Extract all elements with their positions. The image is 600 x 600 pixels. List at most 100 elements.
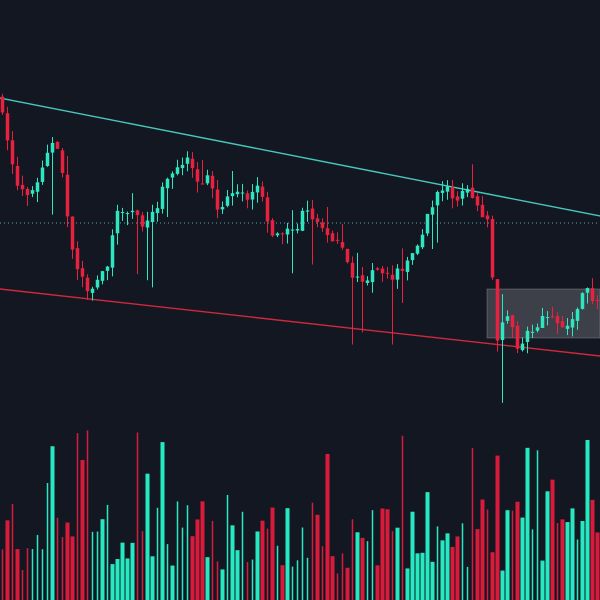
candle-body — [495, 279, 500, 341]
volume-bar — [160, 442, 165, 600]
volume-bar — [76, 433, 79, 600]
volume-bar — [436, 526, 439, 600]
volume-bar — [205, 557, 210, 600]
candle-body — [395, 268, 400, 280]
volume-bar — [145, 473, 150, 600]
candle-layer — [0, 93, 600, 403]
candle-body — [290, 229, 295, 231]
volume-bar — [430, 561, 435, 600]
volume-bar — [325, 453, 330, 600]
candle-body — [570, 319, 575, 328]
candle-body — [355, 276, 360, 278]
volume-bar — [5, 520, 10, 600]
volume-bar — [471, 447, 474, 600]
candle-body — [325, 228, 330, 236]
volume-bar — [166, 544, 169, 600]
candle-body — [120, 212, 125, 214]
volume-bar — [445, 533, 450, 600]
volume-bar — [405, 568, 410, 600]
candle-body — [340, 242, 345, 248]
candle-body — [480, 204, 485, 218]
volume-bar — [280, 565, 285, 600]
volume-bar — [36, 535, 39, 600]
volume-bar — [336, 573, 339, 600]
candle-body — [485, 215, 490, 220]
candle-body — [380, 268, 385, 274]
volume-bar — [61, 537, 64, 600]
candle-body — [100, 271, 105, 281]
candle-body — [80, 268, 85, 277]
candle-body — [225, 196, 230, 206]
candle-body — [135, 210, 140, 216]
candle-body — [270, 220, 275, 236]
candle-body — [5, 113, 10, 141]
candle-body — [310, 208, 315, 220]
candle-body — [320, 222, 325, 229]
candle-body — [110, 235, 115, 268]
volume-bar — [186, 505, 189, 600]
volume-bar — [351, 519, 354, 600]
candle-body — [455, 196, 460, 201]
candle-body — [440, 190, 445, 193]
volume-bar — [110, 564, 115, 600]
candle-body — [235, 191, 240, 195]
volume-bar — [355, 532, 360, 600]
volume-bar — [70, 536, 75, 600]
candle-body — [40, 167, 45, 182]
volume-bar — [565, 522, 570, 600]
candle-body — [255, 185, 260, 193]
candle-body — [35, 182, 40, 192]
candle-body — [210, 175, 215, 189]
candle-body — [245, 193, 250, 200]
upper-trendline — [0, 97, 600, 217]
candle-body — [195, 169, 200, 182]
candle-body — [160, 186, 165, 209]
volume-bar — [156, 507, 159, 600]
candle-body — [295, 228, 300, 231]
candle-body — [475, 196, 480, 206]
candle-body — [175, 167, 180, 174]
candle-body — [165, 178, 170, 189]
volume-bar — [226, 494, 229, 600]
candle-body — [555, 316, 560, 324]
volume-bar — [65, 522, 70, 600]
volume-bar — [461, 523, 464, 600]
volume-bar — [46, 483, 49, 600]
candle-body — [250, 191, 255, 200]
volume-layer — [1, 430, 600, 600]
volume-bar — [91, 531, 94, 600]
candle-body — [260, 186, 265, 197]
candle-body — [430, 207, 435, 215]
candle-body — [220, 206, 225, 210]
volume-bar — [235, 550, 240, 600]
candle-body — [70, 216, 75, 250]
volume-bar — [190, 536, 195, 600]
volume-bar — [590, 499, 595, 600]
volume-bar — [125, 558, 130, 600]
candle-body — [400, 268, 405, 271]
volume-bar — [216, 561, 219, 600]
volume-bar — [466, 566, 469, 600]
candle-body — [15, 165, 20, 186]
candle-body — [105, 266, 110, 271]
volume-bar — [380, 508, 385, 600]
volume-bar — [545, 491, 550, 600]
candle-body — [450, 187, 455, 199]
volume-bar — [540, 560, 545, 600]
candle-body — [0, 96, 5, 113]
candle-body — [415, 245, 420, 254]
volume-bar — [550, 479, 555, 600]
volume-bar — [520, 517, 525, 600]
candle-body — [170, 173, 175, 178]
candle-body — [520, 343, 525, 351]
volume-bar — [475, 529, 480, 600]
volume-bar — [276, 545, 279, 600]
volume-bar — [500, 570, 505, 600]
volume-bar — [515, 501, 520, 600]
volume-bar — [106, 504, 109, 600]
volume-bar — [495, 455, 500, 600]
volume-bar — [595, 532, 600, 600]
candle-body — [465, 188, 470, 193]
candle-body — [420, 234, 425, 248]
candle-body — [580, 293, 585, 309]
